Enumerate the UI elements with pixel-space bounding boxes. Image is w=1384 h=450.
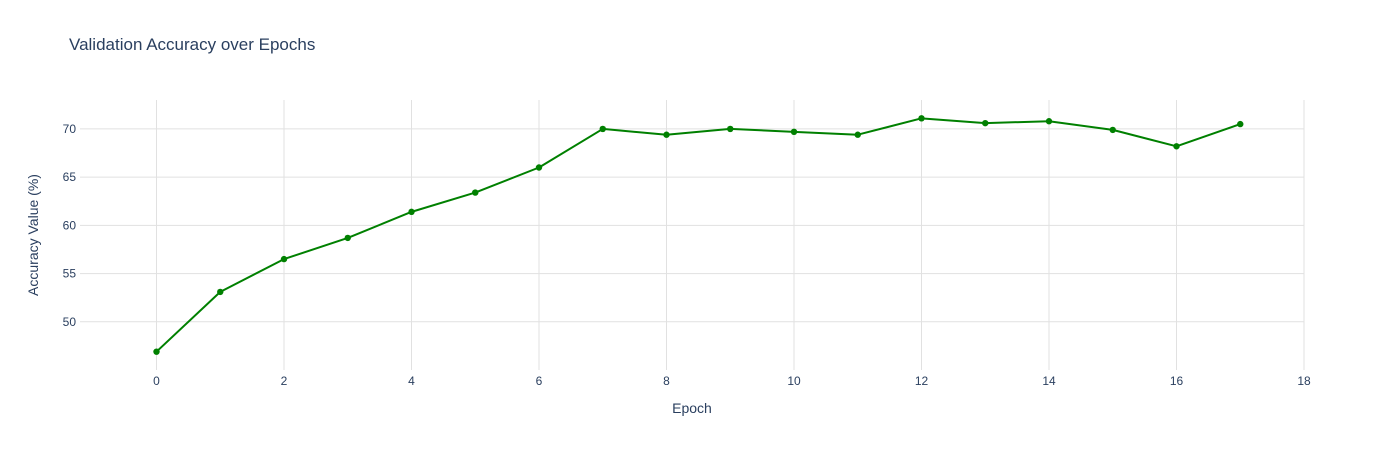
data-point: [217, 288, 224, 296]
x-tick-label: 18: [1297, 374, 1311, 388]
chart-title: Validation Accuracy over Epochs: [69, 35, 315, 54]
accuracy-series-line: [155, 117, 1242, 353]
data-point: [1237, 120, 1244, 128]
data-point: [1109, 126, 1116, 134]
data-point: [535, 164, 543, 171]
data-point: [1045, 118, 1053, 125]
y-tick-label: 60: [63, 218, 77, 232]
y-tick-label: 65: [63, 170, 77, 184]
data-point: [790, 128, 798, 136]
data-point: [599, 125, 606, 133]
data-point: [1173, 143, 1180, 150]
y-tick-label: 70: [63, 122, 77, 136]
gridlines: [80, 100, 1305, 370]
x-axis-ticks: 0 2 4 6 8 10 12 14 16 18: [153, 374, 1311, 388]
data-point: [727, 125, 734, 133]
y-tick-label: 55: [63, 267, 77, 281]
x-tick-label: 14: [1042, 374, 1056, 388]
data-point: [153, 348, 160, 355]
data-point: [854, 131, 861, 138]
data-point: [918, 115, 925, 122]
data-points: [153, 115, 1244, 355]
y-axis-ticks: 50 55 60 65 70: [63, 122, 77, 329]
x-tick-label: 8: [663, 374, 670, 388]
x-tick-label: 12: [915, 374, 929, 388]
x-tick-label: 2: [281, 374, 288, 388]
data-point: [982, 119, 989, 127]
x-tick-label: 0: [153, 374, 160, 388]
data-point: [344, 234, 351, 242]
x-tick-label: 10: [787, 374, 801, 388]
data-point: [408, 208, 415, 216]
y-tick-label: 50: [63, 315, 77, 329]
x-tick-label: 16: [1170, 374, 1184, 388]
x-axis-title: Epoch: [672, 400, 712, 416]
x-tick-label: 4: [408, 374, 415, 388]
data-point: [280, 255, 288, 263]
x-tick-label: 6: [536, 374, 543, 388]
y-axis-title: Accuracy Value (%): [25, 174, 41, 296]
data-point: [663, 131, 670, 138]
data-point: [472, 189, 479, 196]
